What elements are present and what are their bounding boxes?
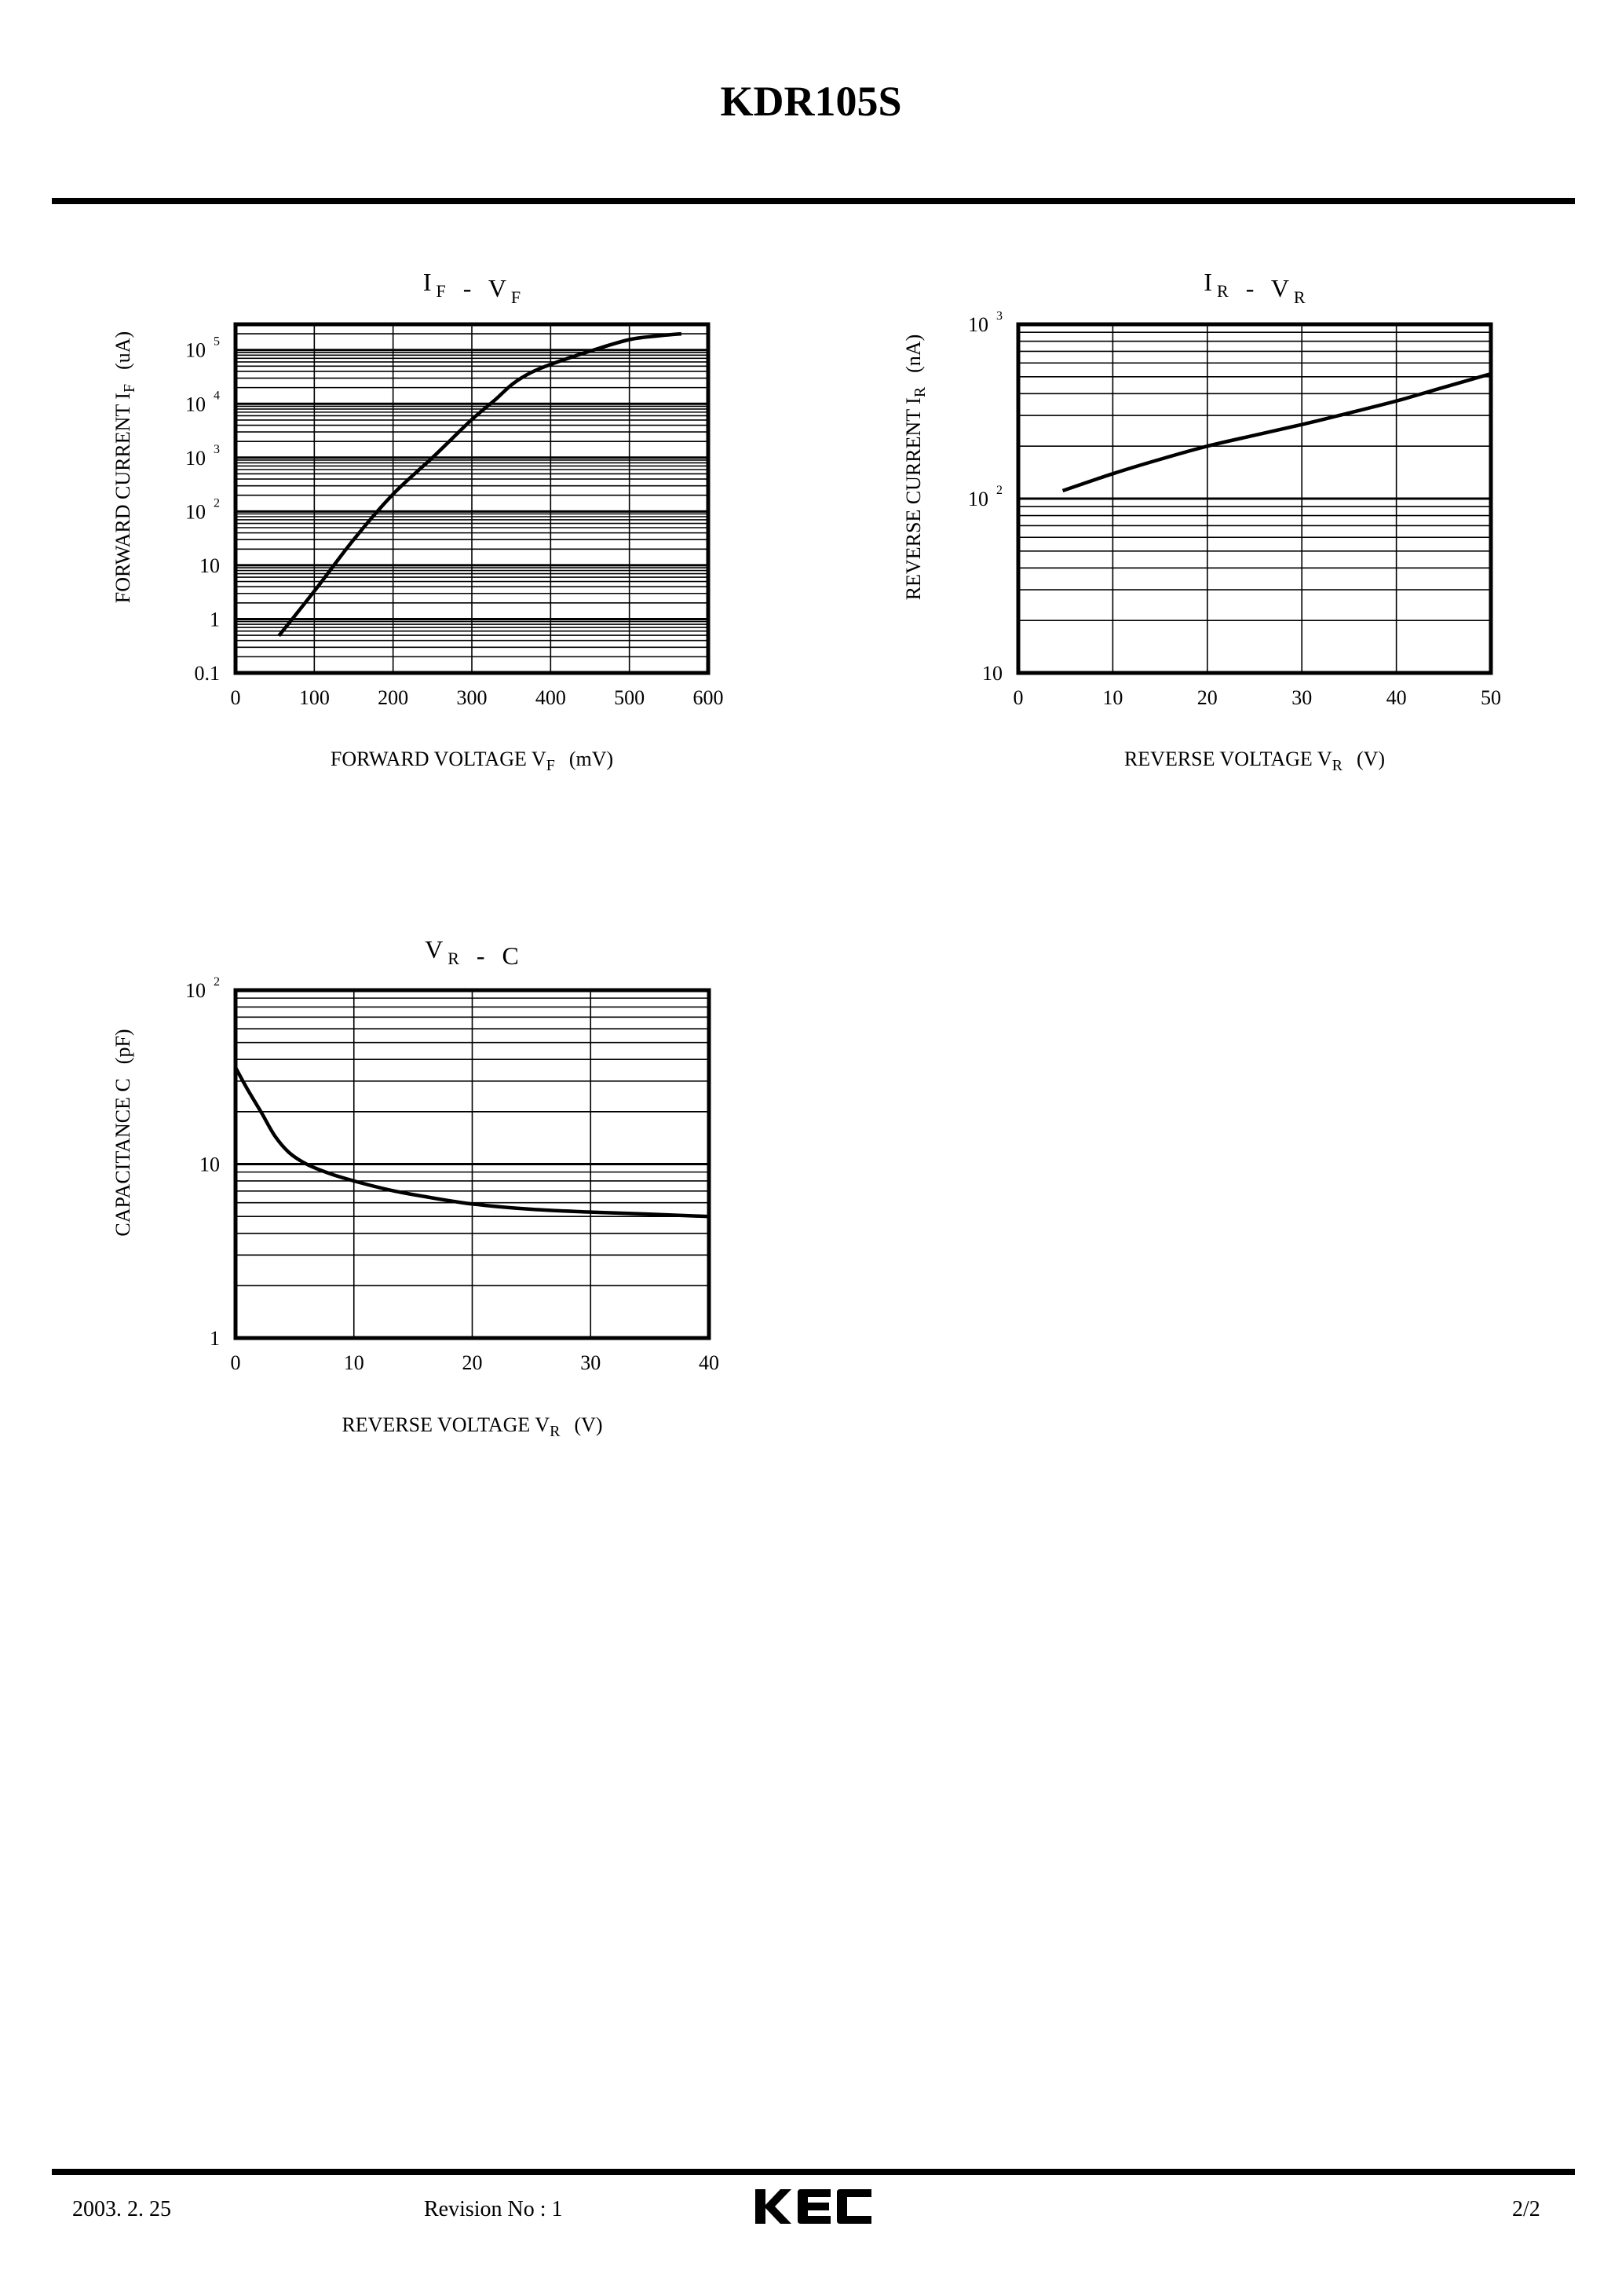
plot-frame — [233, 322, 711, 675]
y-tick-exponent: 5 — [214, 335, 220, 349]
footer-date: 2003. 2. 25 — [72, 2197, 171, 2221]
y-tick-label: 10 — [199, 554, 220, 577]
plot-area — [233, 988, 711, 1340]
x-tick-label: 200 — [378, 686, 408, 709]
x-tick-label: 30 — [580, 1351, 601, 1374]
document-title: KDR105S — [720, 78, 902, 125]
x-tick-label: 40 — [699, 1351, 719, 1374]
y-tick-exponent: 2 — [996, 484, 1003, 497]
y-tick-label: 10 — [968, 313, 988, 336]
footer-revision: Revision No : 1 — [424, 2197, 563, 2221]
chart-if-vf: 0 100 200 300 400 500 600 0.1 1 10 10 2 10 3 10 4 10 5 I F … — [111, 268, 724, 774]
y-tick-label: 10 — [185, 339, 206, 362]
chart-vr-c: 0 10 20 30 40 1 10 10 2 V R - C REVERSE VOLTAGE VR(… — [111, 935, 719, 1440]
x-tick-label: 10 — [1102, 686, 1123, 709]
series-curve-ir — [1061, 371, 1492, 493]
y-tick-label: 1 — [210, 608, 220, 631]
x-tick-label: 50 — [1481, 686, 1501, 709]
header-rule — [52, 198, 1575, 204]
chart-ir-vr: 0 10 20 30 40 50 10 10 2 10 3 I R - V R REVERSE VOLTAG… — [902, 268, 1501, 774]
x-tick-label: 20 — [1197, 686, 1218, 709]
x-tick-label: 0 — [231, 686, 241, 709]
x-axis-label: REVERSE VOLTAGE VR (V) — [342, 1413, 602, 1440]
x-tick-label: 0 — [1014, 686, 1024, 709]
y-tick-label: 1 — [210, 1327, 220, 1350]
x-tick-label: 100 — [299, 686, 330, 709]
y-tick-exponent: 2 — [214, 496, 220, 510]
y-tick-label: 10 — [185, 979, 206, 1002]
x-tick-label: 10 — [344, 1351, 364, 1374]
y-axis-label: CAPACITANCE C(pF) — [111, 1029, 134, 1236]
x-tick-label: 300 — [457, 686, 488, 709]
x-tick-label: 40 — [1386, 686, 1407, 709]
plot-frame — [1016, 322, 1493, 675]
y-tick-label: 0.1 — [195, 662, 221, 685]
x-axis-label: REVERSE VOLTAGE VR (V) — [1124, 748, 1385, 774]
kec-logo-icon — [755, 2189, 871, 2224]
plot-frame — [233, 988, 711, 1340]
plot-area — [1016, 322, 1493, 675]
y-tick-label: 10 — [199, 1153, 220, 1176]
series-curve-if — [277, 331, 682, 638]
y-tick-label: 10 — [185, 393, 206, 415]
x-axis-label: FORWARD VOLTAGE VF (mV) — [331, 748, 613, 774]
y-tick-label: 10 — [968, 488, 988, 510]
x-tick-label: 0 — [231, 1351, 241, 1374]
y-tick-exponent: 3 — [996, 309, 1003, 323]
x-tick-label: 600 — [693, 686, 724, 709]
y-tick-label: 10 — [185, 500, 206, 523]
x-tick-label: 20 — [462, 1351, 483, 1374]
series-curve-c — [234, 1066, 710, 1219]
y-tick-exponent: 3 — [214, 443, 220, 456]
y-axis-label: REVERSE CURRENT IR(nA) — [902, 335, 929, 601]
y-tick-exponent: 2 — [214, 975, 220, 989]
y-tick-label: 10 — [185, 447, 206, 470]
plot-area — [233, 322, 711, 675]
x-tick-label: 500 — [614, 686, 645, 709]
y-axis-label: FORWARD CURRENT IF(uA) — [111, 331, 138, 603]
x-tick-label: 30 — [1291, 686, 1312, 709]
y-tick-exponent: 4 — [214, 389, 220, 402]
footer-page-number: 2/2 — [1512, 2197, 1540, 2221]
footer-rule — [52, 2169, 1575, 2175]
y-tick-label: 10 — [982, 662, 1003, 685]
x-tick-label: 400 — [535, 686, 566, 709]
